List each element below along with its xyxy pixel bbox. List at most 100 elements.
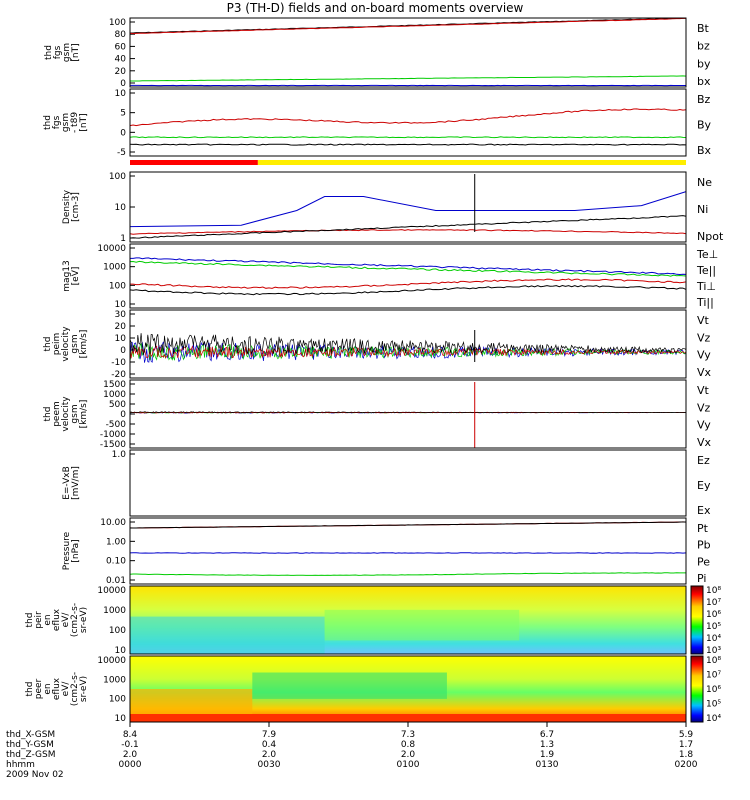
ytick-label: 1000 — [103, 606, 126, 616]
legend-Pe: Pe — [697, 555, 710, 568]
panel-density-content — [129, 174, 687, 239]
panel-frame — [129, 309, 687, 379]
ytick-label: 10 — [115, 89, 127, 99]
ytick-label: 100 — [109, 626, 126, 636]
ylabel-line: [mV/m] — [71, 466, 81, 500]
ylabel-line: thd — [25, 682, 35, 697]
xaxis-row-label: thd_Z-GSM — [6, 750, 55, 760]
ylabel-line: - t89 — [70, 112, 80, 133]
ylabel-line: thd — [44, 45, 54, 60]
panel-vi-ylabel: thd peim velocity gsm [km/s] — [43, 326, 89, 362]
panel-e-legend: Ez Ey Ex — [697, 454, 711, 517]
panel-temp: mag13 [eV] 10000 1000 100 10 Te⊥ Te|| Ti⊥ Ti|| — [62, 243, 718, 310]
panel-ele_spec-yticks: 10000 1000 100 10 — [97, 656, 135, 724]
legend-Te||: Te|| — [696, 264, 716, 277]
series-Bz — [129, 108, 687, 127]
xaxis-value: 0030 — [258, 760, 281, 770]
panel-ve: thd peem velocity gsm [km/s] 150010005000-500… — [43, 379, 712, 450]
ylabel-line: sr-eV) — [79, 607, 89, 633]
panel-fgs_dt-yticks: 10 5 0 -5 — [115, 89, 135, 158]
panel-frame — [129, 88, 687, 157]
panel-vi-legend: Vt Vz Vy Vx — [697, 314, 712, 379]
ylabel-line: fgs — [53, 45, 63, 59]
series-Tiperp — [130, 257, 687, 276]
ylabel-line: eflux — [52, 677, 62, 700]
panel-ion_spec-colorbar: 10⁸ 10⁷ 10⁶ 10⁵ 10⁴ 10³ — [690, 585, 721, 656]
ytick-label: 0.01 — [106, 576, 126, 586]
colorbar-label: 10⁶ — [706, 610, 721, 620]
legend-Ni: Ni — [697, 203, 708, 216]
xaxis-value: 0000 — [119, 760, 142, 770]
xaxis-value: 8.4 — [123, 730, 138, 740]
panel-vi-content — [129, 330, 687, 363]
panel-ele_spec-colorbar: 10⁸ 10⁷ 10⁶ 10⁵ 10⁴ — [690, 655, 721, 724]
ytick-label: -10 — [111, 358, 126, 368]
legend-Vy: Vy — [697, 419, 711, 432]
panel-fgs_dt: thd fgs gsm - t89 [nT] 10 5 0 -5 Bz By Bx — [43, 88, 712, 165]
series-Vz — [129, 345, 687, 359]
xaxis-value: 1.3 — [540, 740, 554, 750]
ytick-label: 1000 — [103, 263, 126, 273]
panel-fgs_dt-legend: Bz By Bx — [697, 93, 712, 157]
panel-pressure-content — [129, 521, 687, 576]
legend-Ti⊥: Ti⊥ — [696, 280, 716, 293]
legend-Pb: Pb — [697, 539, 711, 552]
ylabel-line: velocity — [61, 326, 71, 362]
xaxis-value: -0.1 — [121, 740, 139, 750]
legend-Pt: Pt — [697, 522, 709, 535]
series-Pt — [130, 521, 686, 529]
ytick-label: -500 — [106, 420, 127, 430]
series-Vt — [129, 411, 686, 414]
legend-Vz: Vz — [697, 331, 711, 344]
panel-pressure-legend: Pt Pb Pe Pi — [697, 522, 711, 585]
ylabel-line: sr-eV) — [79, 676, 89, 702]
ytick-label: 60 — [115, 42, 127, 52]
xaxis-row-label: thd_X-GSM — [6, 730, 55, 740]
panel-pressure: Pressure [nPa] 10.00 1.00 0.10 0.01 Pt Pb Pe Pi — [62, 517, 711, 586]
ylabel-line: Pressure — [62, 531, 72, 570]
ytick-label: 100 — [109, 172, 126, 182]
xaxis-date: 2009 Nov 02 — [6, 770, 64, 780]
series-Bx — [129, 143, 687, 146]
ylabel-line: [nT] — [79, 113, 89, 131]
ylabel-line: gsm — [70, 334, 80, 353]
panel-frame — [129, 517, 687, 585]
panel-ele_spec-ylabel: thd peer en eflux eV/(cm2-s-sr-eV) — [25, 672, 89, 706]
ytick-label: 0 — [120, 79, 126, 89]
figure-title: P3 (TH-D) fields and on-board moments ov… — [227, 1, 524, 15]
ytick-label: 100 — [109, 695, 126, 705]
series-Tepar — [129, 284, 687, 296]
xaxis-value: 0100 — [397, 760, 420, 770]
legend-Vy: Vy — [697, 349, 711, 362]
mode-bar-fast — [257, 160, 686, 165]
panel-frame — [129, 243, 687, 309]
series-Vt — [129, 333, 687, 356]
colorbar-label: 10⁵ — [706, 622, 721, 632]
panel-frame — [129, 585, 687, 655]
ytick-label: 80 — [115, 30, 127, 40]
colorbar-strip — [690, 655, 704, 723]
ylabel-line: velocity — [61, 396, 71, 432]
ylabel-line: [nPa] — [71, 539, 81, 562]
spec-feature — [130, 616, 325, 654]
xaxis-value: 2.0 — [262, 750, 277, 760]
panel-fgs-legend: Bt bz by bx — [697, 22, 711, 88]
ylabel-line: en — [43, 614, 53, 625]
panel-density-legend: Ne Ni Npot — [697, 176, 724, 243]
ytick-label: 0 — [120, 346, 126, 356]
legend-Npot: Npot — [697, 230, 724, 243]
ytick-label: 500 — [109, 400, 126, 410]
ytick-label: 30 — [115, 310, 127, 320]
xaxis-value: 7.3 — [401, 730, 415, 740]
legend-Vt: Vt — [697, 314, 710, 327]
ytick-label: 10 — [115, 646, 127, 656]
ytick-label: 1000 — [103, 675, 126, 685]
series-Ne — [129, 229, 687, 235]
ytick-label: -5 — [117, 148, 126, 158]
xaxis-value: 5.9 — [679, 730, 694, 740]
panel-frame — [129, 17, 687, 88]
legend-Vz: Vz — [697, 401, 711, 414]
series-Npot — [129, 191, 687, 228]
